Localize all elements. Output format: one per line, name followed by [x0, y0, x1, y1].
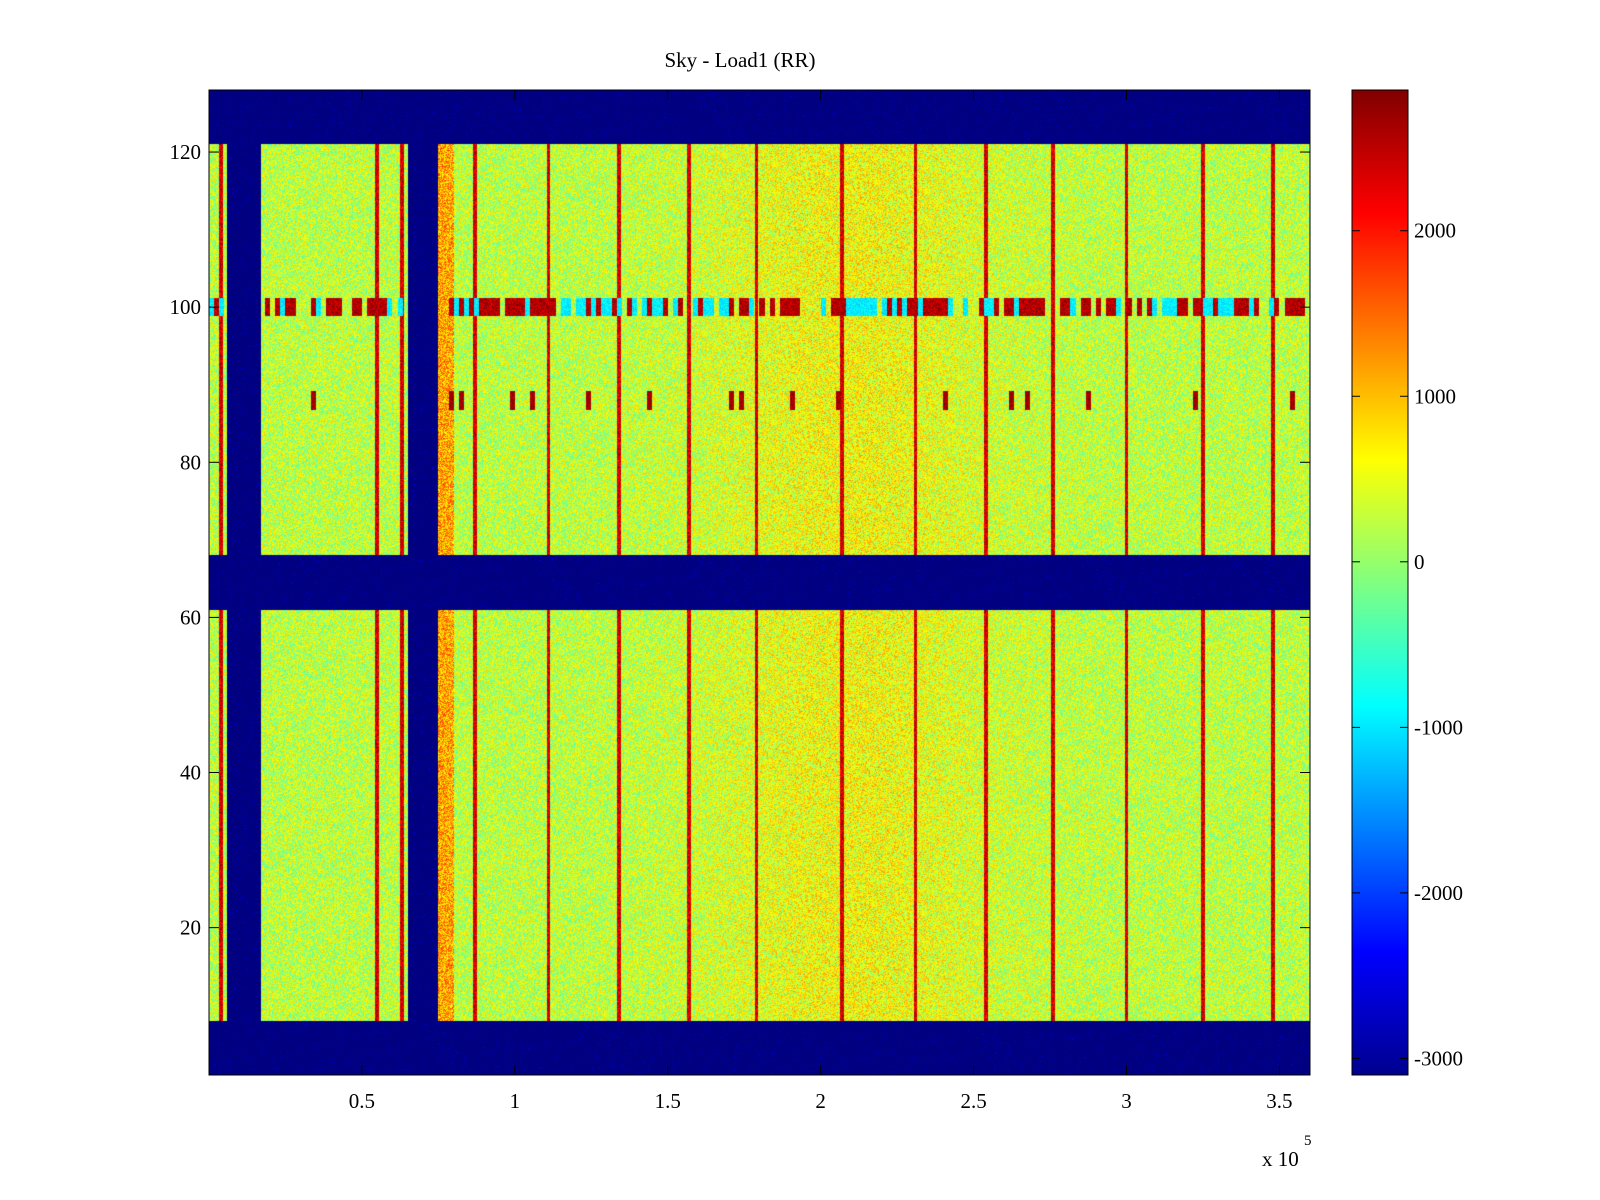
y-tick-label: 20	[180, 916, 201, 940]
colorbar: 2000 1000 0 -1000 -2000 -3000	[1351, 89, 1463, 1076]
plot-area	[208, 89, 1311, 1076]
y-tick-label: 120	[170, 140, 202, 164]
heatmap-image	[209, 90, 1310, 1075]
x-axis: 0.5 1 1.5 2 2.5 3 3.5	[349, 90, 1293, 1113]
colorbar-ticks: 2000 1000 0 -1000 -2000 -3000	[1352, 219, 1463, 1070]
y-axis: 20 40 60 80 100 120	[170, 140, 1310, 940]
x-tick-label: 3.5	[1266, 1089, 1292, 1113]
x-multiplier-exponent: 5	[1304, 1133, 1312, 1149]
y-tick-label: 60	[180, 605, 201, 629]
x-tick-label: 2	[815, 1089, 826, 1113]
colorbar-gradient	[1352, 90, 1408, 1075]
x-tick-label: 1	[510, 1089, 521, 1113]
y-tick-label: 80	[180, 450, 201, 474]
colorbar-tick-label: 1000	[1414, 384, 1456, 408]
x-multiplier-label: x 10	[1262, 1147, 1299, 1171]
colorbar-tick-label: -2000	[1414, 881, 1463, 905]
colorbar-frame	[1351, 89, 1409, 1076]
x-tick-label: 1.5	[655, 1089, 681, 1113]
y-tick-label: 40	[180, 761, 201, 785]
chart-title: Sky - Load1 (RR)	[664, 48, 815, 72]
y-tick-label: 100	[170, 295, 202, 319]
x-tick-label: 0.5	[349, 1089, 375, 1113]
colorbar-tick-label: -3000	[1414, 1046, 1463, 1070]
colorbar-tick-label: 2000	[1414, 219, 1456, 243]
colorbar-tick-label: -1000	[1414, 715, 1463, 739]
colorbar-tick-label: 0	[1414, 550, 1425, 574]
x-tick-label: 3	[1121, 1089, 1132, 1113]
x-tick-label: 2.5	[960, 1089, 986, 1113]
plot-frame	[208, 89, 1311, 1076]
